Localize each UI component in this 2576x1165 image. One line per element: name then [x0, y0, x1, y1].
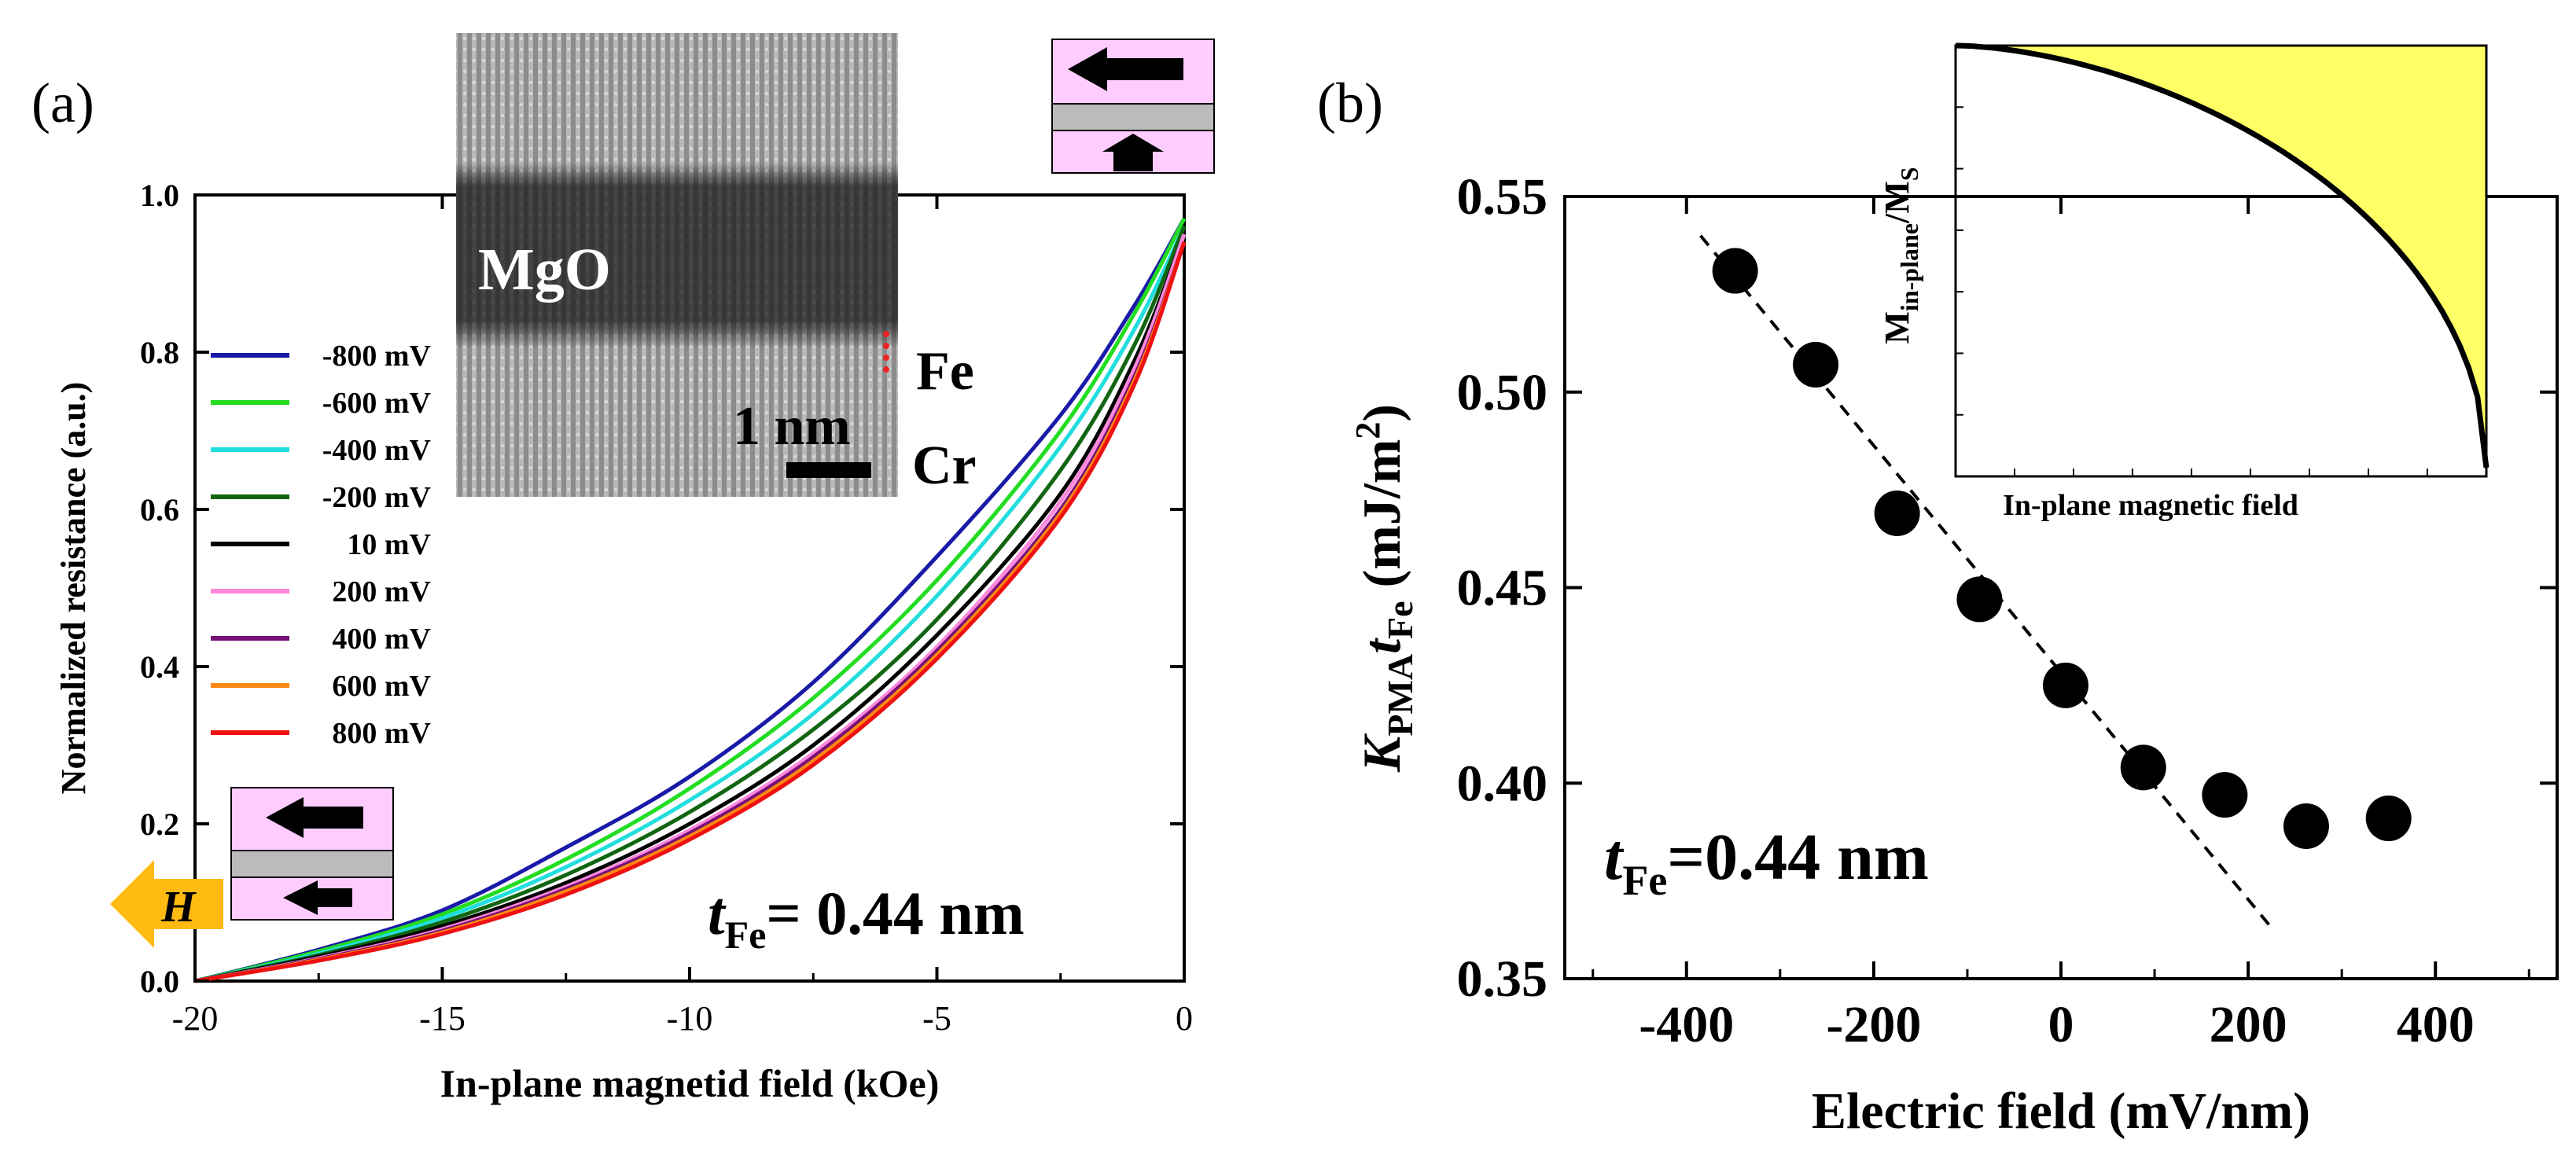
panel-a-thickness-label: tFe= 0.44 nm: [708, 879, 1025, 957]
panel-a-ticks: -20 -15 -10 -5 0 0.0 0.2 0.4 0.6 0.8 1.0: [140, 178, 1193, 1038]
data-point: [2120, 744, 2166, 791]
tem-mgo-band: [456, 33, 898, 497]
y-tick-label: 0.4: [140, 649, 179, 685]
x-tick-label: -5: [922, 999, 951, 1038]
field-arrow-label: H: [160, 883, 197, 932]
data-point: [2202, 772, 2248, 818]
y-tick-label: 0.45: [1457, 560, 1548, 617]
bottom-layer-arrow-left-icon: [283, 880, 352, 915]
inset-y-axis-label: Min-plane/MS: [1878, 167, 1923, 344]
x-tick-label: -200: [1826, 996, 1921, 1053]
legend-label: -400 mV: [322, 434, 432, 467]
tem-cr-label: Cr: [912, 435, 977, 496]
top-layer-arrow-left-icon: [266, 797, 363, 838]
tem-scale-bar: [786, 462, 871, 478]
series-line: [194, 217, 1187, 983]
x-tick-label: 200: [2210, 996, 2287, 1053]
x-tick-label: 0: [1176, 999, 1193, 1038]
y-tick-label: 0.55: [1457, 168, 1548, 226]
tem-scale-bar-label: 1 nm: [733, 396, 851, 457]
y-tick-label: 0.40: [1457, 755, 1548, 812]
series-line: [194, 225, 1187, 983]
series-line: [194, 241, 1187, 983]
field-arrow: H: [110, 860, 223, 948]
y-tick-label: 0.0: [140, 964, 179, 999]
x-tick-label: -15: [419, 999, 466, 1038]
panel-a-x-axis-label: In-plane magnetid field (kOe): [440, 1061, 940, 1105]
legend-label: 400 mV: [332, 623, 431, 656]
inset-curve: [1955, 42, 2490, 469]
panel-a-label: (a): [31, 72, 94, 134]
x-tick-label: -10: [667, 999, 713, 1038]
series-line: [194, 226, 1187, 983]
data-point: [1956, 576, 2003, 623]
panel-b-thickness-label: tFe=0.44 nm: [1604, 821, 1929, 904]
inset-frame: [1954, 44, 2488, 478]
y-tick-label: 0.50: [1457, 364, 1548, 421]
legend-label: 10 mV: [347, 528, 431, 561]
data-point: [1793, 341, 1839, 388]
panel-b-x-axis-label: Electric field (mV/nm): [1812, 1082, 2310, 1140]
legend-label: 600 mV: [332, 670, 431, 703]
y-tick-label: 0.6: [140, 492, 179, 527]
y-tick-label: 0.8: [140, 335, 179, 370]
panel-b-ticks: -400 -200 0 200 400 0.35 0.40 0.45 0.50 0.55: [1457, 168, 2557, 1053]
series-line: [194, 233, 1187, 983]
legend-label: -200 mV: [322, 481, 432, 514]
panel-a-curves: [194, 217, 1187, 983]
legend-label: 200 mV: [332, 575, 431, 608]
field-arrow-left-icon: [110, 860, 223, 948]
inset-filled-area: [1956, 46, 2486, 468]
tem-inset: MgO 1 nm Fe Cr: [456, 33, 977, 497]
x-tick-label: -20: [172, 999, 219, 1038]
y-tick-label: 0.35: [1457, 950, 1548, 1008]
tem-mgo-label: MgO: [478, 237, 611, 303]
series-line: [194, 217, 1187, 983]
inset-ticks: [1956, 106, 2428, 476]
top-layer-arrow-left-icon: [1068, 47, 1183, 91]
panel-b-label: (b): [1317, 72, 1383, 134]
schematic-in-plane: [230, 787, 394, 921]
panel-b: (b) -400 -200 0 200 4000.350.400.450.500.55 …: [1317, 42, 2559, 1140]
x-tick-label: 0: [2048, 996, 2074, 1053]
x-tick-label: -400: [1639, 996, 1734, 1053]
panel-a-y-axis-label: Normalized resistance (a.u.): [54, 382, 93, 795]
bottom-layer-arrow-up-icon: [1102, 134, 1164, 171]
panel-b-y-axis-label: KPMAtFe (mJ/m2): [1349, 404, 1420, 773]
legend-label: 800 mV: [332, 717, 431, 750]
tem-fe-label: Fe: [916, 341, 974, 402]
data-point: [2365, 796, 2412, 842]
tem-fe-dots: [883, 331, 889, 373]
x-tick-label: 400: [2397, 996, 2475, 1053]
schematic-perpendicular: [1051, 39, 1215, 174]
panel-a-legend: -800 mV -600 mV -400 mV -200 mV 10 mV 200 mV 4…: [211, 340, 432, 750]
panel-a: (a) -20 -15 -10 -5 0 0.0 0.2 0.4 0.6 0.8 1.0 In-pl…: [31, 33, 1215, 1105]
y-tick-label: 0.2: [140, 807, 179, 842]
data-point: [1874, 490, 1920, 536]
inset-x-axis-label: In-plane magnetic field: [2003, 489, 2298, 522]
panel-b-points: [1712, 248, 2412, 849]
legend-label: -800 mV: [322, 340, 432, 373]
data-point: [2042, 662, 2088, 708]
y-tick-label: 1.0: [140, 178, 179, 213]
data-point: [1712, 248, 1758, 294]
panel-b-inset: In-plane magnetic field Min-plane/MS: [1878, 42, 2490, 522]
legend-label: -600 mV: [322, 387, 432, 420]
data-point: [2283, 803, 2329, 849]
